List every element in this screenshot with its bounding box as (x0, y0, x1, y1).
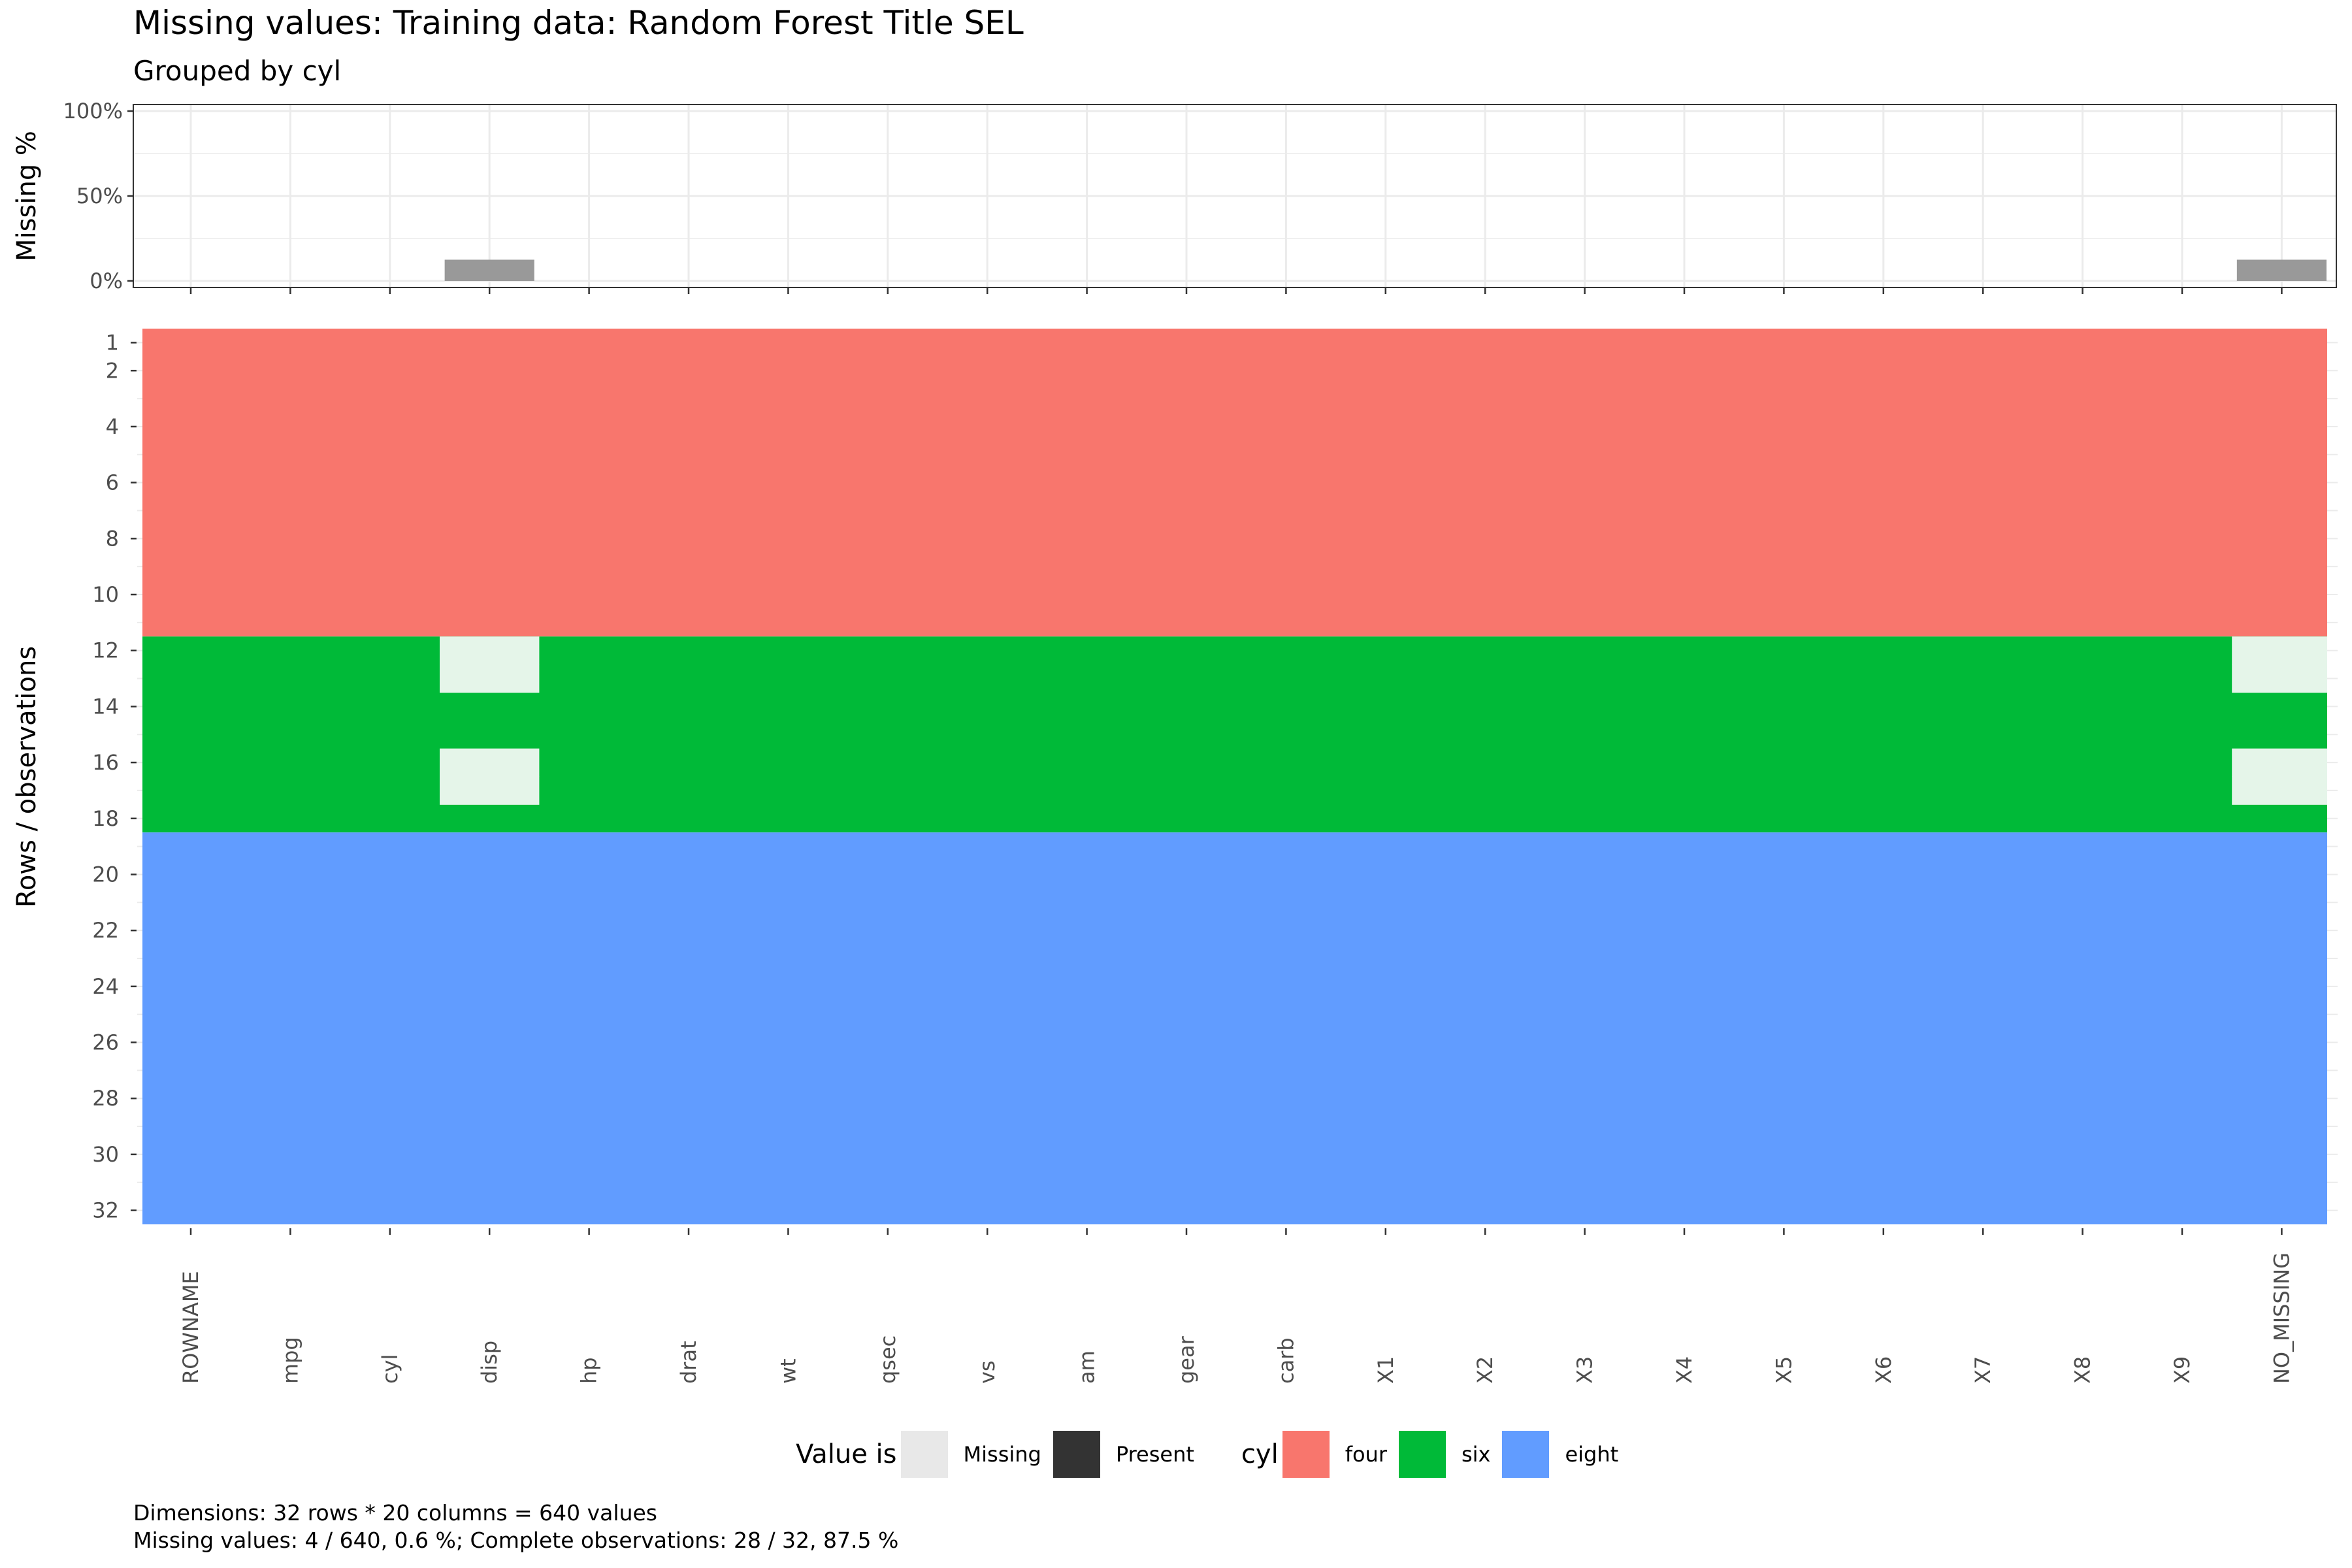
missing-pct-bar-NO_MISSING (2236, 259, 2327, 281)
legend-eight-key (1502, 1431, 1550, 1478)
main-panel-y-label: Rows / observations (12, 646, 42, 907)
missing-tile-disp-row-13 (440, 664, 540, 693)
legend-present-key (1053, 1431, 1100, 1478)
main-x-tick-label: drat (676, 1341, 701, 1384)
main-y-tick-label: 4 (106, 414, 119, 439)
main-x-tick-label: X7 (1970, 1356, 1995, 1384)
top-panel-y-label: Missing % (12, 131, 42, 261)
group-band-eight (142, 832, 2327, 1224)
main-y-tick-label: 2 (106, 358, 119, 383)
main-x-tick-label: ROWNAME (178, 1271, 203, 1384)
top-panel-y-ticks: 0% 50% 100% (63, 99, 133, 293)
main-y-tick-label: 1 (106, 330, 119, 355)
main-x-tick-label: vs (975, 1360, 1000, 1384)
legend-six-key (1398, 1431, 1446, 1478)
main-x-tick-label: X1 (1373, 1356, 1398, 1384)
caption-dimensions: Dimensions: 32 rows * 20 columns = 640 v… (133, 1500, 657, 1526)
legend-four-label: four (1345, 1442, 1387, 1467)
main-panel-x-ticks: ROWNAME mpg cyl disp hp drat wt qsec vs am gear car… (178, 1228, 2294, 1384)
missing-tile-disp-row-17 (440, 776, 540, 805)
main-y-tick-label: 14 (92, 694, 119, 719)
main-y-tick-label: 10 (92, 582, 119, 607)
main-x-tick-label: X8 (2070, 1356, 2095, 1384)
main-x-tick-label: gear (1174, 1335, 1199, 1384)
missing-pct-bar-disp (444, 259, 534, 281)
main-y-tick-label: 26 (92, 1030, 119, 1055)
main-y-tick-label: 24 (92, 974, 119, 999)
legend-four-key (1282, 1431, 1330, 1478)
main-x-tick-label: X6 (1871, 1356, 1896, 1384)
main-x-tick-label: wt (776, 1358, 800, 1384)
main-y-tick-label: 18 (92, 806, 119, 831)
main-panel-tiles (142, 329, 2327, 1224)
caption-missing-summary: Missing values: 4 / 640, 0.6 %; Complete… (133, 1527, 899, 1553)
top-y-tick-label: 100% (63, 99, 123, 123)
main-x-tick-label: carb (1273, 1337, 1298, 1384)
missing-tile-NO_MISSING-row-17 (2232, 776, 2327, 805)
main-y-tick-label: 22 (92, 918, 119, 943)
main-x-tick-label: X3 (1573, 1356, 1597, 1384)
main-y-tick-label: 20 (92, 862, 119, 887)
legend-missing-key (900, 1431, 948, 1478)
main-y-tick-label: 16 (92, 750, 119, 775)
legend: Value is Missing Present cyl four six ei… (796, 1431, 1630, 1478)
main-x-tick-label: X5 (1771, 1356, 1796, 1384)
main-y-tick-label: 30 (92, 1142, 119, 1167)
group-band-four (142, 329, 2327, 637)
main-x-tick-label: NO_MISSING (2269, 1252, 2294, 1384)
legend-missing-label: Missing (963, 1442, 1041, 1467)
top-panel-x-ticks (189, 287, 2283, 294)
missing-tile-NO_MISSING-row-13 (2232, 664, 2327, 693)
main-x-tick-label: mpg (278, 1337, 302, 1384)
top-y-tick-label: 0% (90, 269, 123, 293)
main-x-tick-label: am (1075, 1350, 1100, 1384)
legend-group-title: cyl (1241, 1439, 1279, 1469)
main-x-tick-label: X9 (2170, 1356, 2195, 1384)
legend-six-label: six (1461, 1442, 1491, 1467)
main-x-tick-label: X4 (1672, 1356, 1697, 1384)
main-x-tick-label: qsec (875, 1335, 900, 1384)
main-x-tick-label: hp (577, 1357, 602, 1384)
main-x-tick-label: cyl (378, 1354, 402, 1384)
main-y-tick-label: 6 (106, 470, 119, 495)
chart-subtitle: Grouped by cyl (133, 55, 342, 87)
legend-value-title: Value is (796, 1439, 897, 1469)
main-y-tick-label: 28 (92, 1086, 119, 1111)
top-panel-bars (444, 259, 2327, 281)
missing-tile-NO_MISSING-row-12 (2232, 636, 2327, 665)
main-y-tick-label: 32 (92, 1198, 119, 1223)
legend-present-label: Present (1115, 1442, 1194, 1467)
chart-title: Missing values: Training data: Random Fo… (133, 4, 1024, 42)
legend-eight-label: eight (1565, 1442, 1619, 1467)
main-x-tick-label: X2 (1473, 1356, 1497, 1384)
main-y-tick-label: 12 (92, 638, 119, 663)
missing-tile-disp-row-16 (440, 748, 540, 777)
top-y-tick-label: 50% (76, 184, 123, 208)
main-y-tick-label: 8 (106, 526, 119, 551)
main-x-tick-label: disp (477, 1341, 502, 1384)
missing-tile-NO_MISSING-row-16 (2232, 748, 2327, 777)
missing-tile-disp-row-12 (440, 636, 540, 665)
